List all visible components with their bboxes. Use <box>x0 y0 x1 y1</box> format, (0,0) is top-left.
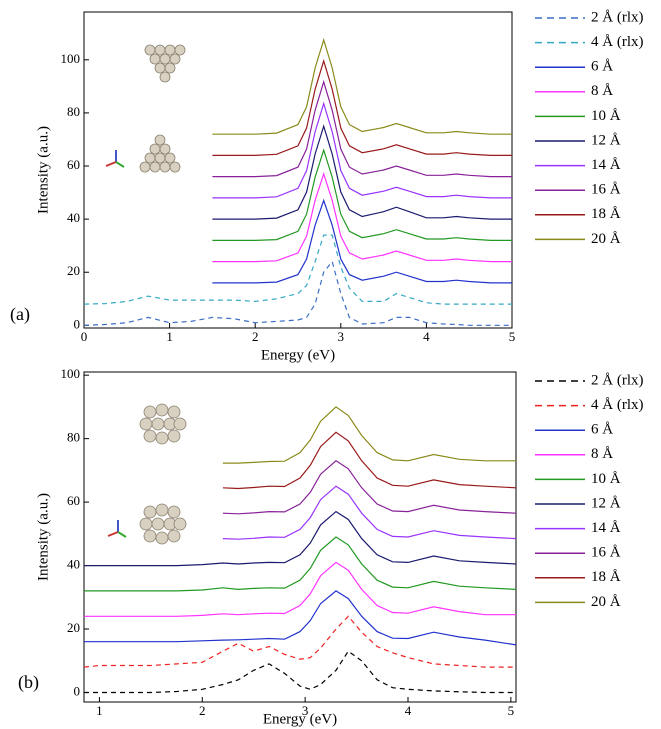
legend-label: 20 Å <box>591 231 621 247</box>
series-line <box>212 126 512 219</box>
x-axis-label: Energy (eV) <box>263 711 337 727</box>
legend-label: 14 Å <box>591 157 621 173</box>
legend-label: 6 Å <box>591 59 613 75</box>
panel-label: (b) <box>18 672 39 693</box>
x-tick-label: 1 <box>96 703 103 718</box>
y-tick-label: 80 <box>67 104 80 119</box>
y-tick-label: 100 <box>61 51 81 66</box>
legend-label: 16 Å <box>591 182 621 198</box>
series-line <box>212 104 512 198</box>
series-line <box>212 61 512 155</box>
series-line <box>84 537 516 591</box>
y-tick-label: 60 <box>67 493 80 508</box>
x-tick-label: 5 <box>509 329 516 344</box>
legend-label: 2 Å (rlx) <box>591 9 644 25</box>
y-tick-label: 80 <box>67 430 80 445</box>
x-tick-label: 4 <box>423 329 430 344</box>
series-line <box>223 407 516 463</box>
y-tick-label: 0 <box>74 316 81 331</box>
series-line <box>84 562 516 616</box>
y-tick-label: 100 <box>61 366 81 381</box>
legend-label: 4 Å (rlx) <box>591 34 644 50</box>
legend-label: 12 Å <box>591 495 621 511</box>
y-tick-label: 0 <box>74 683 81 698</box>
legend-label: 6 Å <box>591 422 613 438</box>
legend-label: 14 Å <box>591 520 621 536</box>
x-tick-label: 2 <box>199 703 206 718</box>
panel-label: (a) <box>10 304 30 325</box>
y-axis-label: Intensity (a.u.) <box>35 493 51 581</box>
series-line <box>212 82 512 177</box>
y-tick-label: 20 <box>67 263 80 278</box>
legend-label: 12 Å <box>591 132 621 148</box>
series-line <box>84 591 516 645</box>
series-line <box>84 651 516 692</box>
legend-label: 8 Å <box>591 83 613 99</box>
y-axis-label: Intensity (a.u.) <box>35 126 51 214</box>
axis-triads <box>106 150 126 537</box>
legend-label: 20 Å <box>591 594 621 610</box>
x-tick-label: 1 <box>166 329 173 344</box>
legend-label: 18 Å <box>591 569 621 585</box>
x-tick-label: 5 <box>508 703 515 718</box>
legend-label: 18 Å <box>591 206 621 222</box>
x-axis-label: Energy (eV) <box>261 347 335 363</box>
legend-label: 16 Å <box>591 545 621 561</box>
y-tick-label: 20 <box>67 620 80 635</box>
legend-label: 4 Å (rlx) <box>591 397 644 413</box>
x-tick-label: 4 <box>405 703 412 718</box>
legend-label: 10 Å <box>591 108 621 124</box>
x-tick-label: 3 <box>338 329 345 344</box>
legend-label: 10 Å <box>591 471 621 487</box>
x-tick-label: 0 <box>81 329 88 344</box>
series-line <box>212 201 512 283</box>
y-tick-label: 40 <box>67 210 80 225</box>
y-tick-label: 40 <box>67 557 80 572</box>
nanoparticle-icons <box>140 45 186 544</box>
page: {"chart_data": [ {"type": "line", "label… <box>0 0 661 729</box>
y-tick-label: 60 <box>67 157 80 172</box>
series-line <box>212 40 512 134</box>
series-line <box>84 235 512 304</box>
figure: 012345020406080100Energy (eV)Intensity (… <box>0 0 661 729</box>
legend-label: 2 Å (rlx) <box>591 372 644 388</box>
legend-label: 8 Å <box>591 446 613 462</box>
x-tick-label: 2 <box>252 329 259 344</box>
series-line <box>223 486 516 539</box>
